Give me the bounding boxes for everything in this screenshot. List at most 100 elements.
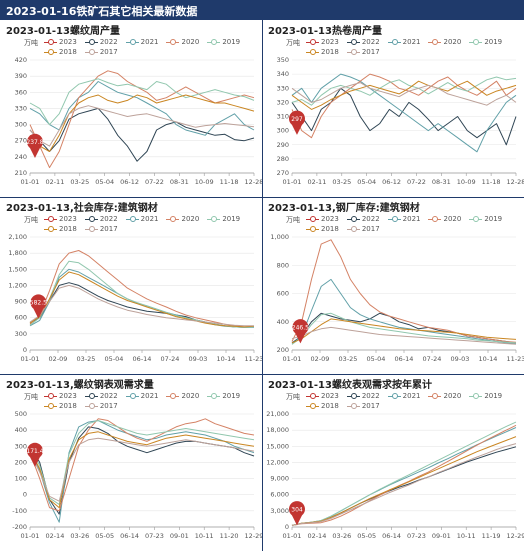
legend-item-2018[interactable]: 2018 (306, 47, 339, 57)
legend-swatch-icon (44, 403, 57, 409)
x-tick-label: 02-09 (311, 355, 330, 363)
y-tick-label: 9,000 (270, 475, 289, 483)
chart-legend[interactable]: 2023 2022 2021 2020 2019 2018 2017 (306, 391, 516, 411)
legend-label: 2019 (484, 392, 503, 400)
legend-label: 2022 (361, 215, 380, 223)
series-line-2019 (29, 420, 255, 505)
legend-item-2022[interactable]: 2022 (346, 214, 380, 224)
x-tick-label: 05-04 (367, 355, 386, 363)
legend-item-2020[interactable]: 2020 (428, 214, 461, 224)
value-pin-marker: 246.5 (292, 319, 309, 344)
legend-label: 2022 (361, 38, 380, 46)
x-tick-label: 01-01 (283, 532, 302, 540)
series-line-2017 (29, 437, 255, 502)
legend-item-2023[interactable]: 2023 (306, 214, 339, 224)
legend-item-2017[interactable]: 2017 (84, 401, 118, 411)
legend-item-2022[interactable]: 2022 (346, 37, 380, 47)
chart-legend[interactable]: 2023 2022 2021 2020 2019 2018 2017 (44, 214, 254, 234)
legend-item-2020[interactable]: 2020 (428, 391, 461, 401)
legend-item-2021[interactable]: 2021 (387, 391, 420, 401)
x-tick-label: 07-24 (161, 355, 180, 363)
legend-item-2023[interactable]: 2023 (306, 37, 339, 47)
legend-swatch-icon (44, 393, 57, 399)
x-tick-label: 10-11 (457, 532, 476, 540)
y-tick-label: 3,000 (270, 507, 289, 515)
legend-item-2019[interactable]: 2019 (207, 214, 240, 224)
legend-item-2022[interactable]: 2022 (84, 391, 118, 401)
legend-label: 2020 (181, 392, 200, 400)
legend-item-2018[interactable]: 2018 (306, 224, 339, 234)
legend-swatch-icon (306, 216, 319, 222)
legend-item-2021[interactable]: 2021 (125, 214, 158, 224)
legend-item-2022[interactable]: 2022 (346, 391, 380, 401)
chart-title: 2023-01-13,社会库存:建筑钢材 (6, 203, 158, 214)
legend-item-2018[interactable]: 2018 (44, 224, 77, 234)
legend-item-2020[interactable]: 2020 (166, 37, 199, 47)
legend-item-2020[interactable]: 2020 (166, 214, 199, 224)
legend-swatch-icon (84, 226, 98, 232)
legend-item-2017[interactable]: 2017 (84, 224, 118, 234)
chart-legend[interactable]: 2023 2022 2021 2020 2019 2018 2017 (306, 214, 516, 234)
legend-item-2017[interactable]: 2017 (346, 47, 380, 57)
legend-item-2021[interactable]: 2021 (387, 214, 420, 224)
series-line-2018 (291, 318, 517, 344)
y-tick-label: 300 (15, 330, 27, 338)
legend-item-2023[interactable]: 2023 (44, 37, 77, 47)
x-tick-label: 06-14 (133, 355, 152, 363)
legend-label: 2019 (484, 215, 503, 223)
y-tick-label: 12,000 (266, 458, 289, 466)
legend-item-2020[interactable]: 2020 (428, 37, 461, 47)
x-tick-label: 11-23 (245, 355, 262, 363)
legend-label: 2017 (361, 402, 380, 410)
x-tick-label: 10-09 (457, 178, 476, 186)
x-tick-label: 11-18 (482, 178, 501, 186)
x-tick-label: 03-25 (339, 355, 358, 363)
legend-item-2019[interactable]: 2019 (207, 391, 240, 401)
legend-swatch-icon (166, 393, 180, 399)
x-tick-label: 11-23 (507, 355, 524, 363)
legend-item-2023[interactable]: 2023 (306, 391, 339, 401)
legend-item-2019[interactable]: 2019 (469, 214, 502, 224)
legend-item-2021[interactable]: 2021 (125, 37, 158, 47)
legend-label: 2022 (99, 392, 118, 400)
y-tick-label: 900 (15, 298, 27, 306)
x-tick-label: 03-25 (70, 178, 89, 186)
legend-item-2020[interactable]: 2020 (166, 391, 199, 401)
legend-item-2023[interactable]: 2023 (44, 391, 77, 401)
series-line-2022 (291, 87, 517, 146)
x-tick-label: 06-12 (382, 178, 401, 186)
legend-item-2019[interactable]: 2019 (469, 37, 502, 47)
legend-item-2017[interactable]: 2017 (346, 224, 380, 234)
pin-value-label: 237.8 (26, 139, 43, 146)
pin-value-label: 582.5 (30, 300, 47, 307)
legend-item-2023[interactable]: 2023 (44, 214, 77, 224)
x-tick-label: 01-01 (283, 355, 302, 363)
chart-legend[interactable]: 2023 2022 2021 2020 2019 2018 2017 (44, 37, 254, 57)
unit-label: 万吨 (286, 393, 300, 401)
legend-item-2021[interactable]: 2021 (125, 391, 158, 401)
legend-swatch-icon (387, 393, 401, 399)
legend-swatch-icon (207, 216, 221, 222)
page-header: 2023-01-16铁矿石其它相关最新数据 (0, 0, 524, 20)
legend-item-2018[interactable]: 2018 (306, 401, 339, 411)
legend-item-2019[interactable]: 2019 (469, 391, 502, 401)
y-tick-label: -200 (12, 523, 27, 531)
legend-label: 2018 (59, 402, 77, 410)
chart-legend[interactable]: 2023 2022 2021 2020 2019 2018 2017 (306, 37, 516, 57)
y-tick-label: 320 (277, 98, 289, 106)
chart-legend[interactable]: 2023 2022 2021 2020 2019 2018 2017 (44, 391, 254, 411)
series-line-2021 (291, 278, 517, 345)
legend-swatch-icon (125, 393, 139, 399)
legend-swatch-icon (44, 49, 57, 55)
legend-item-2017[interactable]: 2017 (346, 401, 380, 411)
legend-item-2022[interactable]: 2022 (84, 214, 118, 224)
legend-label: 2018 (59, 225, 77, 233)
legend-swatch-icon (428, 393, 442, 399)
legend-item-2019[interactable]: 2019 (207, 37, 240, 47)
legend-item-2017[interactable]: 2017 (84, 47, 118, 57)
legend-item-2021[interactable]: 2021 (387, 37, 420, 47)
series-line-2018 (291, 436, 517, 526)
legend-item-2018[interactable]: 2018 (44, 47, 77, 57)
legend-item-2018[interactable]: 2018 (44, 401, 77, 411)
legend-item-2022[interactable]: 2022 (84, 37, 118, 47)
